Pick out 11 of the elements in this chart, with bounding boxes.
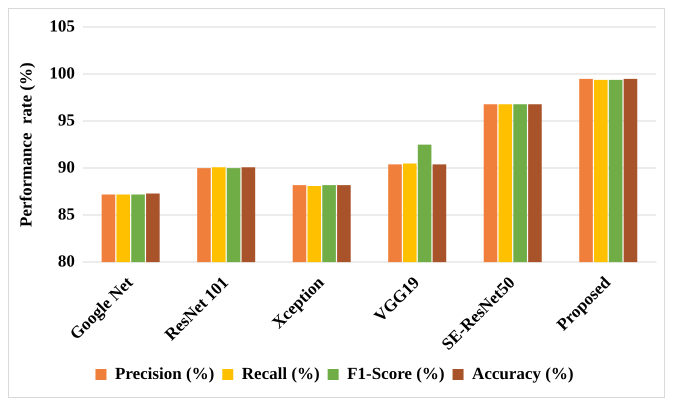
legend-label: Recall (%) (242, 364, 320, 383)
legend-label: F1-Score (%) (347, 364, 445, 383)
y-axis-title: Performance rate (%) (16, 62, 36, 228)
y-tick-label: 105 (49, 16, 75, 36)
y-tick-label: 80 (58, 252, 75, 271)
y-tick-label: 95 (58, 110, 75, 130)
legend-label: Accuracy (%) (472, 364, 574, 383)
y-tick-label: 85 (58, 204, 75, 224)
y-tick-label: 90 (58, 158, 75, 177)
y-tick-label: 100 (49, 64, 75, 83)
legend-label: Precision (%) (114, 364, 214, 383)
